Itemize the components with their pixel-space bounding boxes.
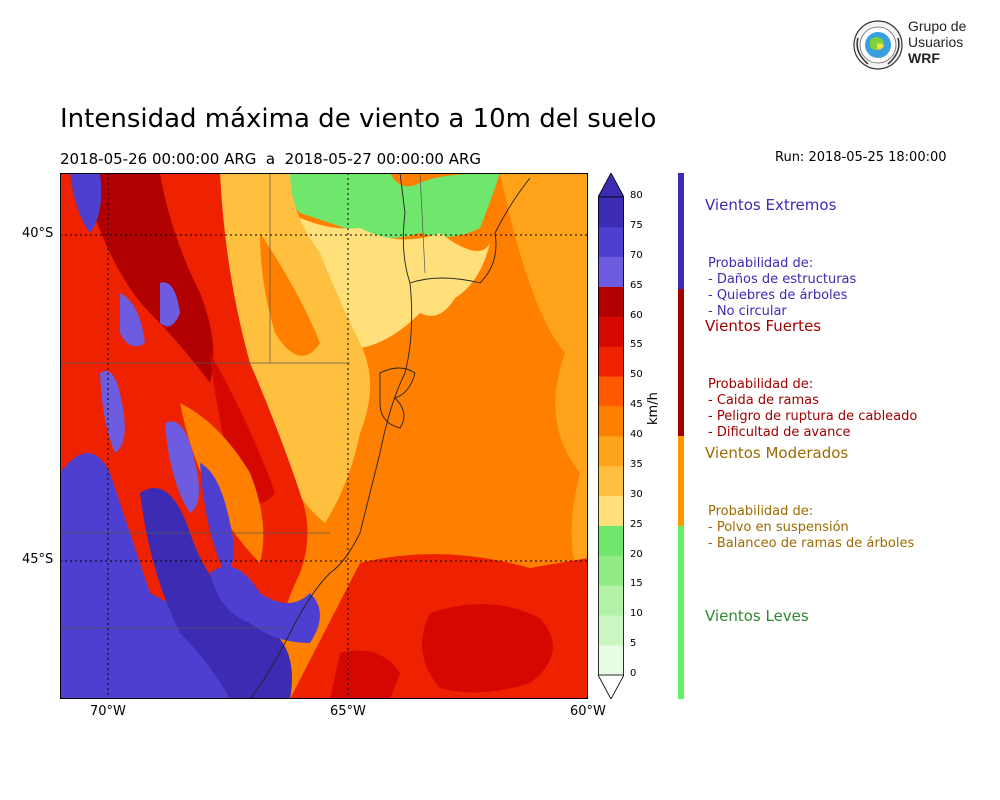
colorbar-segment (598, 226, 624, 258)
lat-label-40s: 40°S (22, 226, 54, 241)
colorbar-tick-label: 5 (630, 638, 637, 650)
ocean-east-light (500, 173, 588, 593)
forecast-period: 2018-05-26 00:00:00 ARG a 2018-05-27 00:… (60, 150, 482, 168)
colorbar-tick-label: 40 (630, 429, 643, 440)
colorbar-segment (598, 256, 624, 287)
ocean-south-darkred-2 (330, 650, 400, 699)
land-orange-1 (180, 403, 264, 563)
colorbar-tick-label: 20 (630, 548, 643, 560)
land-darkred-1 (80, 173, 214, 383)
colorbar-segment (598, 406, 624, 437)
colorbar-tick-label: 10 (630, 608, 643, 620)
colorbar-frame (598, 196, 624, 676)
lat-label-45s: 45°S (22, 552, 54, 567)
colorbar-tick-label: 75 (630, 219, 643, 231)
colorbar-segment (598, 495, 624, 526)
colorbar-segment (598, 585, 624, 616)
colorbar-segment (598, 197, 624, 228)
category-title-light: Vientos Leves (705, 607, 809, 625)
colorbar-tick-label: 50 (630, 369, 643, 381)
colorbar-tick-label: 70 (630, 249, 643, 261)
category-bar-extreme (678, 173, 684, 289)
wind-map (60, 173, 588, 699)
colorbar-tick-label: 0 (630, 668, 637, 679)
category-title-extreme: Vientos Extremos (705, 196, 837, 214)
run-time: Run: 2018-05-25 18:00:00 (775, 150, 947, 165)
coastline-valdes (379, 367, 416, 429)
andes-blue-strip-3 (100, 371, 125, 453)
land-orange-2 (260, 233, 320, 356)
plains-green (280, 173, 500, 238)
category-bar-strong (678, 289, 684, 436)
andes-blue-central (140, 488, 292, 699)
andes-blue-strip-6 (210, 566, 320, 643)
colorbar-segment (598, 286, 624, 317)
colorbar-segment (598, 436, 624, 467)
colorbar-segment (598, 555, 624, 586)
colorbar-extend-low (598, 674, 624, 699)
logo-line2: Usuarios (908, 34, 964, 50)
colorbar (598, 173, 624, 699)
category-bar-moderate (678, 436, 684, 526)
colorbar-segment (598, 346, 624, 377)
andes-blue-strip-5 (160, 282, 180, 327)
plains-yellow (260, 193, 490, 348)
ocean-south-darkred (422, 604, 553, 693)
colorbar-tick-label: 15 (630, 578, 643, 590)
logo-line3: WRF (908, 50, 940, 66)
colorbar-tick-label: 55 (630, 339, 643, 351)
category-title-moderate: Vientos Moderados (705, 444, 849, 462)
chart-title: Intensidad máxima de viento a 10m del su… (60, 104, 657, 134)
colorbar-tick-label: 80 (630, 190, 643, 201)
map-frame (60, 173, 588, 699)
colorbar-segment (598, 376, 624, 407)
globe-seal-icon (853, 20, 903, 70)
grupo-wrf-logo (853, 20, 903, 70)
colorbar-segment (598, 316, 624, 347)
lon-label-65w: 65°W (330, 704, 366, 719)
colorbar-tick-label: 30 (630, 488, 643, 500)
category-text-moderate: Probabilidad de: - Polvo en suspensión - B… (708, 503, 915, 552)
andes-blue-strip-1 (165, 421, 199, 513)
colorbar-tick-label: 25 (630, 518, 643, 530)
colorbar-extend-high (598, 173, 624, 198)
colorbar-segment (598, 615, 624, 646)
category-text-extreme: Probabilidad de: - Daños de estructuras - … (708, 255, 857, 320)
colorbar-tick-label: 60 (630, 309, 643, 321)
coastline (249, 173, 413, 699)
land-darkred-2 (210, 353, 275, 503)
coastline-bay (409, 177, 531, 284)
lon-label-70w: 70°W (90, 704, 126, 719)
category-bar-light (678, 526, 684, 699)
colorbar-tick-label: 65 (630, 279, 643, 291)
gridlines (60, 173, 588, 699)
andes-blue-strip-4 (70, 173, 102, 233)
colorbar-tick-label: 45 (630, 399, 643, 411)
andes-blue-strip-7 (120, 293, 145, 347)
colorbar-tick-label: 35 (630, 458, 643, 470)
colorbar-unit: km/h (646, 392, 661, 425)
colorbar-segment (598, 645, 624, 676)
category-title-strong: Vientos Fuertes (705, 317, 822, 335)
category-text-strong: Probabilidad de: - Caida de ramas - Peligr… (708, 376, 918, 441)
lon-label-60w: 60°W (570, 704, 606, 719)
province-borders (60, 173, 426, 629)
logo-line1: Grupo de (908, 18, 967, 34)
logo-text: Grupo de Usuarios WRF (908, 18, 966, 66)
colorbar-segment (598, 525, 624, 556)
colorbar-segment (598, 465, 624, 497)
andes-blue-strip-2 (200, 463, 234, 573)
